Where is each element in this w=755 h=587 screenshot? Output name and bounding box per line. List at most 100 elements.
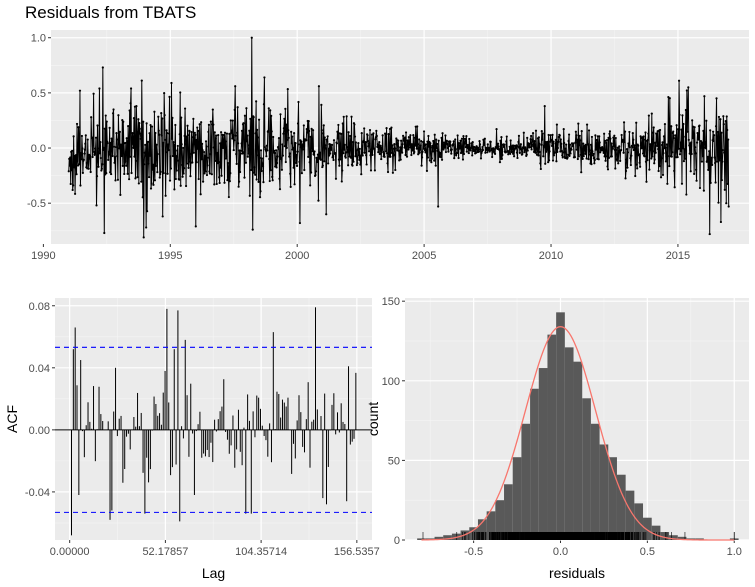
- residual-point: [374, 138, 377, 141]
- residual-point: [257, 118, 261, 121]
- residual-point: [131, 132, 134, 135]
- residual-point: [314, 170, 318, 173]
- residual-point: [191, 136, 194, 139]
- residual-point: [612, 145, 615, 148]
- residual-point: [416, 143, 419, 146]
- residual-point: [556, 146, 559, 150]
- residual-point: [676, 128, 680, 131]
- residual-point: [564, 147, 567, 150]
- residual-point: [356, 162, 359, 165]
- residual-point: [725, 202, 728, 205]
- residual-point: [641, 152, 645, 155]
- residual-point: [523, 151, 526, 154]
- residual-point: [391, 171, 394, 174]
- residual-point: [423, 149, 427, 152]
- residual-point: [142, 120, 145, 123]
- residual-point: [151, 163, 155, 166]
- x-tick-label: 104.35714: [235, 546, 287, 558]
- residual-point: [288, 152, 291, 155]
- residual-point: [522, 147, 525, 150]
- residual-point: [261, 164, 265, 168]
- residual-point: [200, 158, 203, 161]
- residual-point: [531, 138, 534, 141]
- residual-point: [654, 141, 657, 144]
- residual-point: [154, 131, 157, 135]
- residual-point: [666, 154, 669, 158]
- residual-point: [201, 142, 204, 145]
- residual-point: [659, 176, 663, 179]
- residual-point: [120, 154, 123, 158]
- residual-point: [208, 172, 211, 175]
- residual-point: [524, 146, 527, 149]
- residual-point: [317, 199, 320, 202]
- residual-point: [456, 134, 459, 137]
- residual-point: [648, 168, 651, 171]
- residual-point: [360, 132, 363, 135]
- residual-point: [643, 155, 646, 158]
- residual-point: [282, 132, 285, 135]
- residual-point: [358, 158, 361, 162]
- residual-point: [452, 140, 455, 143]
- residual-point: [303, 168, 306, 172]
- residual-point: [227, 195, 230, 199]
- residual-point: [576, 138, 579, 141]
- residual-point: [305, 139, 308, 142]
- residual-point: [123, 172, 126, 176]
- residual-point: [622, 121, 626, 124]
- residual-point: [554, 138, 558, 141]
- residual-point: [534, 129, 538, 132]
- residual-point: [367, 145, 370, 148]
- residual-point: [346, 145, 349, 149]
- x-tick-label: 0.0: [553, 546, 568, 558]
- residual-point: [347, 164, 350, 167]
- residual-point: [354, 141, 357, 144]
- residual-point: [629, 163, 632, 167]
- residual-point: [548, 150, 551, 153]
- residual-point: [502, 145, 505, 148]
- residual-point: [157, 115, 160, 118]
- histogram-bar: [477, 519, 487, 540]
- normal-density-curve: [421, 326, 735, 541]
- residual-point: [79, 151, 83, 155]
- residual-point: [619, 159, 622, 162]
- residual-point: [426, 140, 429, 143]
- residual-point: [263, 76, 266, 79]
- residual-point: [616, 146, 619, 149]
- residual-point: [206, 164, 209, 167]
- residual-series-panel: 1990 1995 2000 2005 2010 2015 -0.5 0.0 0.5 1.0: [27, 30, 749, 262]
- residual-point: [542, 146, 545, 149]
- residual-point: [603, 139, 607, 143]
- residual-point: [458, 147, 462, 150]
- residual-point: [130, 171, 133, 175]
- residual-point: [704, 147, 707, 150]
- residual-point: [104, 114, 107, 117]
- residual-point: [67, 170, 70, 173]
- residual-point: [604, 159, 607, 162]
- residual-point: [396, 142, 399, 145]
- residual-point: [101, 66, 104, 69]
- residual-point: [121, 164, 124, 167]
- residual-point: [449, 140, 452, 143]
- residual-point: [410, 153, 413, 157]
- y-axis-title: count: [365, 402, 381, 436]
- residual-point: [291, 135, 294, 138]
- residual-point: [467, 151, 470, 155]
- residual-point: [401, 151, 404, 154]
- residual-point: [602, 149, 605, 152]
- residual-point: [111, 112, 115, 115]
- residual-point: [415, 147, 418, 150]
- residual-point: [540, 143, 543, 147]
- residual-point: [678, 113, 681, 116]
- residual-point: [177, 159, 180, 162]
- residual-point: [615, 148, 618, 152]
- residual-point: [250, 168, 253, 172]
- residual-point: [147, 162, 150, 165]
- residual-point: [311, 150, 314, 153]
- residual-point: [136, 130, 139, 134]
- residual-point: [220, 144, 224, 148]
- residual-point: [471, 141, 474, 144]
- residual-point: [496, 142, 500, 145]
- residual-point: [143, 163, 146, 166]
- residual-point: [636, 167, 639, 170]
- residual-point: [360, 173, 363, 176]
